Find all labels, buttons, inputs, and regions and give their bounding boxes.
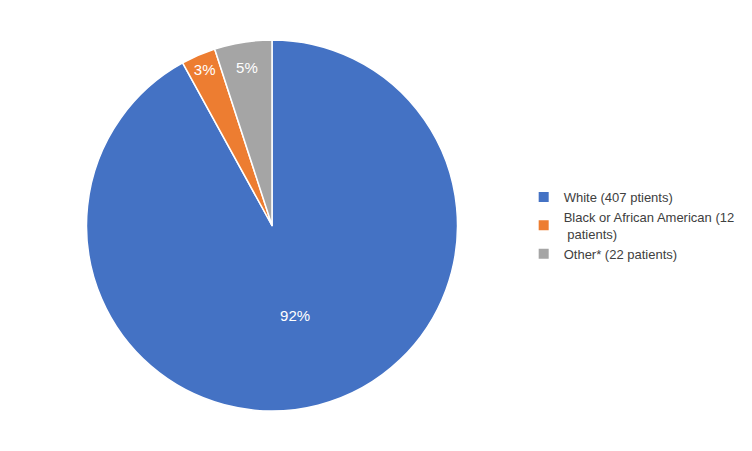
svg-text:Black or African American (12: Black or African American (12 patients) bbox=[564, 210, 735, 242]
svg-text:Other* (22 patients): Other* (22 patients) bbox=[564, 247, 677, 262]
svg-text:3%: 3% bbox=[194, 61, 216, 78]
svg-text:White (407 ptients): White (407 ptients) bbox=[564, 190, 673, 205]
svg-text:5%: 5% bbox=[236, 59, 258, 76]
svg-text:92%: 92% bbox=[280, 307, 310, 324]
